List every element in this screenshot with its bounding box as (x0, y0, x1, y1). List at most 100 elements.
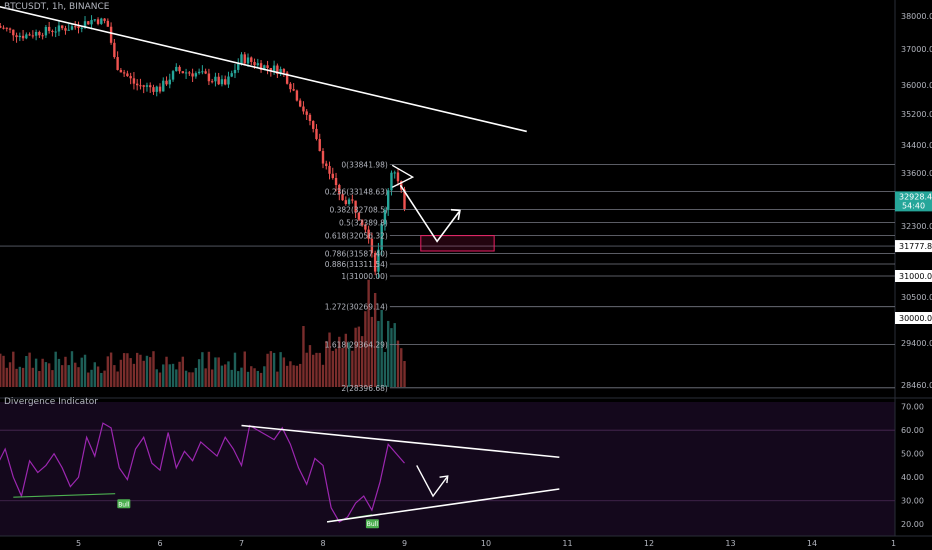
volume-bar (230, 369, 233, 387)
bull-signal-badge (365, 519, 379, 529)
candle-body (347, 199, 351, 204)
candle-body (57, 25, 61, 32)
volume-bar (175, 369, 178, 387)
candle-body (8, 28, 12, 30)
drawings-layer (0, 5, 527, 252)
volume-bar (181, 356, 185, 387)
candle-body (0, 25, 2, 28)
bull-divergence-line (13, 493, 116, 498)
rsi-tick-label: 60.00 (901, 426, 924, 435)
fib-level-label: 1.618(29364.29) (325, 341, 388, 350)
candle-body (83, 21, 87, 28)
time-tick-label: 8 (320, 539, 325, 548)
candle-body (116, 57, 119, 70)
rsi-tick-label: 40.00 (901, 473, 924, 482)
volume-bar (21, 367, 25, 387)
time-tick-label: 9 (402, 539, 407, 548)
volume-bar (331, 350, 334, 387)
time-tick-label: 1 (891, 539, 896, 548)
candle-body (315, 128, 318, 140)
candle-body (119, 69, 123, 73)
candle-body (393, 172, 396, 174)
candle-body (256, 63, 259, 66)
price-tag (895, 270, 932, 282)
countdown-label: 54:40 (902, 201, 925, 210)
candle-body (263, 65, 266, 70)
volume-bar (396, 340, 400, 387)
volume-bar (341, 347, 344, 387)
volume-bar (12, 351, 15, 387)
volume-bar (279, 352, 282, 387)
volume-bar (119, 359, 123, 387)
volume-bar (47, 363, 51, 387)
price-tick-label: 35200.00 (901, 110, 932, 119)
indicator-title: Divergence Indicator (4, 397, 98, 407)
candle-body (380, 224, 383, 250)
candle-body (338, 185, 341, 195)
fib-layer: 0(33841.98) 0.236(33148.63) 0.382(32708.5)… (0, 161, 895, 393)
volume-bar (325, 341, 328, 387)
candle-body (403, 189, 406, 210)
candle-body (360, 219, 364, 226)
price-axis: 38000.00 37000.00 36000.00 35200.00 34400.00… (895, 12, 932, 390)
volume-bar (129, 358, 132, 387)
candle-body (135, 83, 139, 86)
time-axis: 5 6 7 8 9 10 11 12 13 14 1 (76, 539, 896, 548)
candle-body (240, 54, 243, 64)
volume-bar (344, 333, 348, 387)
volume-bar (18, 366, 22, 387)
volume-bar (103, 370, 106, 387)
volume-bar (41, 358, 44, 387)
volume-bar (207, 351, 211, 387)
candle-body (165, 80, 168, 85)
volume-bar (387, 320, 390, 387)
candle-body (253, 61, 256, 66)
time-tick-label: 7 (239, 539, 244, 548)
time-tick-label: 11 (562, 539, 572, 548)
candle-body (331, 173, 334, 178)
candle-body (80, 27, 83, 29)
volume-bar (80, 357, 83, 387)
last-price-tag (895, 191, 932, 212)
volume-bar (44, 362, 48, 387)
volume-bar (380, 309, 383, 387)
volume-bar (74, 362, 77, 387)
volume-bar (67, 365, 70, 387)
candle-body (298, 100, 302, 107)
candle-body (175, 66, 178, 72)
volume-bar (250, 366, 253, 387)
candle-body (292, 89, 295, 91)
candle-body (230, 73, 233, 77)
candle-body (279, 69, 282, 75)
candle-body (34, 31, 38, 36)
candle-body (77, 26, 80, 29)
volume-bar (364, 311, 367, 387)
volume-bar (370, 316, 374, 387)
volume-bar (266, 353, 269, 387)
candle-body (210, 81, 214, 83)
candle-body (266, 65, 269, 68)
time-tick-label: 10 (481, 539, 491, 548)
symbol-title: BTCUSDT, 1h, BINANCE (4, 2, 110, 12)
volume-bar (334, 348, 338, 387)
price-tick-label: 32300.00 (901, 222, 932, 231)
volume-bar (373, 292, 377, 387)
volume-bar (142, 360, 145, 387)
volume-bar (178, 361, 181, 387)
volume-bar (312, 354, 315, 387)
candle-body (243, 54, 246, 64)
volume-bar (122, 353, 126, 387)
candle-body (64, 28, 67, 31)
candle-body (15, 35, 18, 38)
candle-body (25, 34, 28, 39)
volume-bar (158, 372, 162, 387)
volume-bar (5, 367, 8, 387)
fib-level-label: 0.236(33148.63) (325, 187, 388, 196)
volume-bar (201, 352, 204, 387)
candle-body (344, 200, 348, 204)
rsi-layer: Bull Bull (0, 422, 895, 529)
volume-bar (298, 363, 302, 387)
volume-bar (224, 364, 227, 387)
volume-bar (243, 351, 246, 387)
time-tick-label: 12 (644, 539, 654, 548)
